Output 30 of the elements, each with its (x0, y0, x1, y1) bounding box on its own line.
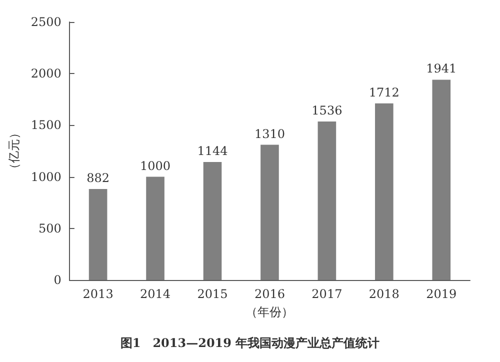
x-tick-label: 2019 (426, 287, 457, 301)
bar (375, 103, 394, 280)
x-tick-label: 2016 (254, 287, 285, 301)
data-label: 1000 (140, 158, 171, 173)
bar (88, 188, 108, 280)
data-label: 1712 (368, 85, 400, 100)
data-label: 882 (86, 170, 110, 185)
data-label: 1536 (312, 103, 342, 118)
data-label: 1144 (197, 144, 228, 158)
x-tick-label: 2014 (140, 287, 171, 301)
x-tick-label: 2013 (82, 287, 114, 301)
text: 图1 2013—2019 年我国动漫产业总产值统计 (120, 336, 380, 350)
y-tick-label: 2000 (30, 66, 62, 81)
bar (146, 176, 164, 280)
bar (432, 80, 451, 280)
bar (203, 162, 222, 280)
y-tick-label: 500 (38, 221, 62, 236)
bar (318, 121, 336, 280)
x-tick-label: 2015 (197, 287, 228, 301)
data-label: 1310 (254, 126, 285, 141)
x-tick-label: 2018 (368, 287, 400, 301)
y-tick-label: 1000 (30, 170, 62, 184)
y-tick-label: 0 (54, 273, 62, 287)
bar (260, 144, 279, 280)
x-tick-label: 2017 (312, 287, 342, 301)
y-axis-title: （亿元） (7, 127, 21, 175)
x-axis-title: （年份） (246, 305, 294, 319)
y-tick-label: 1500 (30, 118, 62, 132)
y-tick-label: 2500 (30, 15, 62, 29)
data-label: 1941 (426, 62, 457, 76)
